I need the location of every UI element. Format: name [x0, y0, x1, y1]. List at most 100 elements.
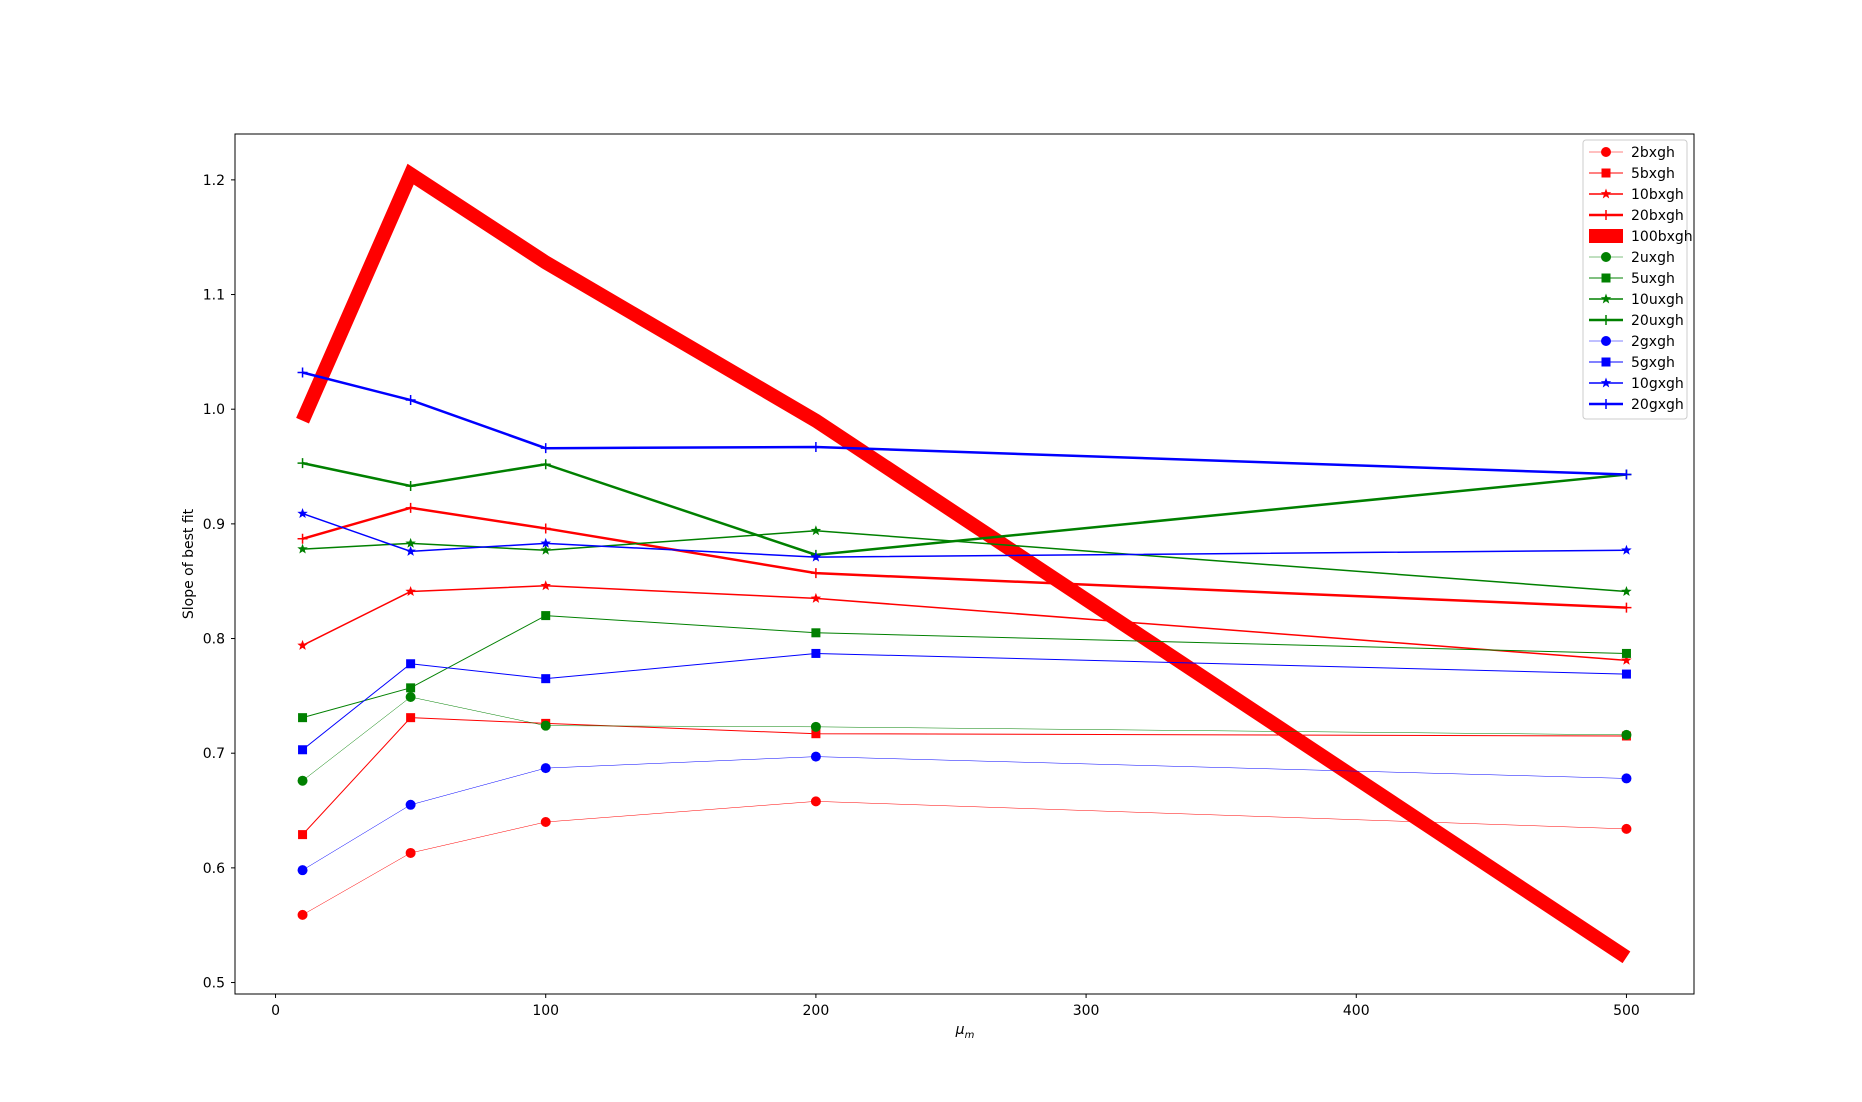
x-tick-label: 100 — [532, 1003, 559, 1019]
data-point-10gxgh — [405, 545, 416, 556]
legend-label: 10bxgh — [1631, 187, 1684, 203]
legend-label: 100bxgh — [1631, 229, 1693, 245]
data-point-10bxgh — [405, 586, 416, 596]
series-line-2uxgh — [302, 696, 1627, 781]
legend-item: 10gxgh — [1589, 376, 1684, 392]
series-5gxgh — [298, 648, 1631, 755]
data-point-5gxgh — [406, 659, 416, 669]
series-line-2gxgh — [302, 756, 1627, 871]
y-tick-label: 1.2 — [203, 173, 225, 189]
legend-marker — [1601, 273, 1611, 283]
x-tick-label: 0 — [271, 1003, 280, 1019]
y-tick-label: 1.1 — [203, 288, 225, 304]
data-point-10bxgh — [810, 592, 822, 603]
legend-marker — [1600, 188, 1612, 199]
y-tick-label: 0.5 — [203, 976, 225, 992]
data-point-2uxgh — [810, 721, 821, 732]
series-line-5bxgh — [302, 717, 1627, 835]
legend-marker — [1601, 210, 1611, 220]
legend-marker — [1601, 399, 1611, 409]
data-point-2bxgh — [540, 817, 551, 827]
data-point-2uxgh — [1621, 729, 1632, 740]
data-point-20bxgh — [540, 523, 551, 534]
plot-frame — [234, 133, 1695, 995]
legend-item: 2gxgh — [1589, 334, 1675, 350]
legend-marker — [1600, 377, 1612, 388]
data-point-20bxgh — [1621, 602, 1632, 613]
legend-item: 20gxgh — [1589, 397, 1684, 413]
data-point-10gxgh — [297, 508, 308, 518]
data-point-2bxgh — [297, 909, 308, 920]
x-axis-label-main: μ — [955, 1022, 965, 1038]
legend-marker — [1601, 336, 1611, 346]
legend-label: 2gxgh — [1631, 334, 1675, 350]
data-point-5gxgh — [811, 648, 821, 658]
data-point-5bxgh — [811, 729, 821, 739]
data-point-20bxgh — [297, 533, 308, 544]
data-point-2gxgh — [540, 763, 551, 774]
data-point-5uxgh — [298, 713, 308, 723]
legend-label: 20uxgh — [1631, 313, 1684, 329]
data-point-20bxgh — [405, 502, 416, 513]
legend-label: 2bxgh — [1631, 145, 1675, 161]
data-point-20uxgh — [540, 459, 551, 470]
series-layer — [296, 163, 1632, 964]
series-line-10bxgh — [302, 585, 1627, 662]
series-line-5uxgh — [302, 615, 1627, 719]
y-tick-label: 0.8 — [203, 632, 225, 648]
legend-item: 20bxgh — [1589, 208, 1684, 224]
legend-box — [1582, 139, 1688, 420]
legend-label: 20gxgh — [1631, 397, 1684, 413]
legend-item: 20uxgh — [1589, 313, 1684, 329]
legend-item: 10bxgh — [1589, 187, 1684, 203]
data-point-10bxgh — [297, 639, 308, 650]
x-tick-label: 400 — [1343, 1003, 1370, 1019]
x-axis-label: μm — [955, 1022, 975, 1041]
series-line-100bxgh — [296, 163, 1631, 964]
legend-item: 2uxgh — [1589, 250, 1675, 266]
legend-item: 10uxgh — [1589, 292, 1684, 308]
legend-marker — [1601, 315, 1611, 325]
legend-item: 2bxgh — [1589, 145, 1675, 161]
series-10gxgh — [297, 508, 1632, 562]
legend-label: 10uxgh — [1631, 292, 1684, 308]
x-axis-ticks: 0 100 200 300 400 500 — [271, 994, 1640, 1019]
data-point-2uxgh — [540, 720, 551, 731]
data-point-20gxgh — [297, 367, 308, 378]
y-tick-label: 0.9 — [203, 517, 225, 533]
legend-item: 5uxgh — [1589, 271, 1675, 287]
data-point-5bxgh — [406, 713, 416, 723]
data-point-5uxgh — [406, 683, 416, 693]
series-20bxgh — [297, 502, 1632, 613]
legend-item: 100bxgh — [1589, 229, 1693, 245]
legend-label: 2uxgh — [1631, 250, 1675, 266]
data-point-5uxgh — [541, 611, 551, 621]
data-point-5gxgh — [541, 674, 551, 684]
x-tick-label: 500 — [1613, 1003, 1640, 1019]
data-point-10gxgh — [810, 551, 822, 562]
y-axis-label: Slope of best fit — [181, 508, 197, 619]
series-line-20uxgh — [302, 461, 1627, 557]
legend-marker — [1601, 357, 1611, 367]
series-100bxgh — [296, 163, 1631, 964]
y-tick-label: 1.0 — [203, 402, 225, 418]
y-tick-label: 0.6 — [203, 861, 225, 877]
data-point-2gxgh — [810, 751, 821, 762]
data-point-5gxgh — [298, 745, 308, 755]
data-point-10uxgh — [540, 544, 551, 555]
series-2bxgh — [297, 796, 1632, 920]
legend-marker — [1601, 252, 1611, 262]
series-5uxgh — [298, 611, 1631, 723]
legend-marker — [1601, 147, 1611, 157]
series-2uxgh — [297, 692, 1632, 786]
x-axis-label-subscript: m — [965, 1030, 975, 1041]
data-point-20bxgh — [810, 568, 821, 579]
data-point-20gxgh — [810, 442, 821, 453]
data-point-2bxgh — [1621, 823, 1632, 834]
legend: 2bxgh 5bxgh 10bxgh 20bxgh 100bxgh 2uxgh 5uxgh 1… — [1582, 139, 1693, 420]
legend-item: 5bxgh — [1589, 166, 1675, 182]
legend-label: 5gxgh — [1631, 355, 1675, 371]
data-point-10gxgh — [1621, 544, 1632, 555]
data-point-10bxgh — [540, 580, 551, 591]
